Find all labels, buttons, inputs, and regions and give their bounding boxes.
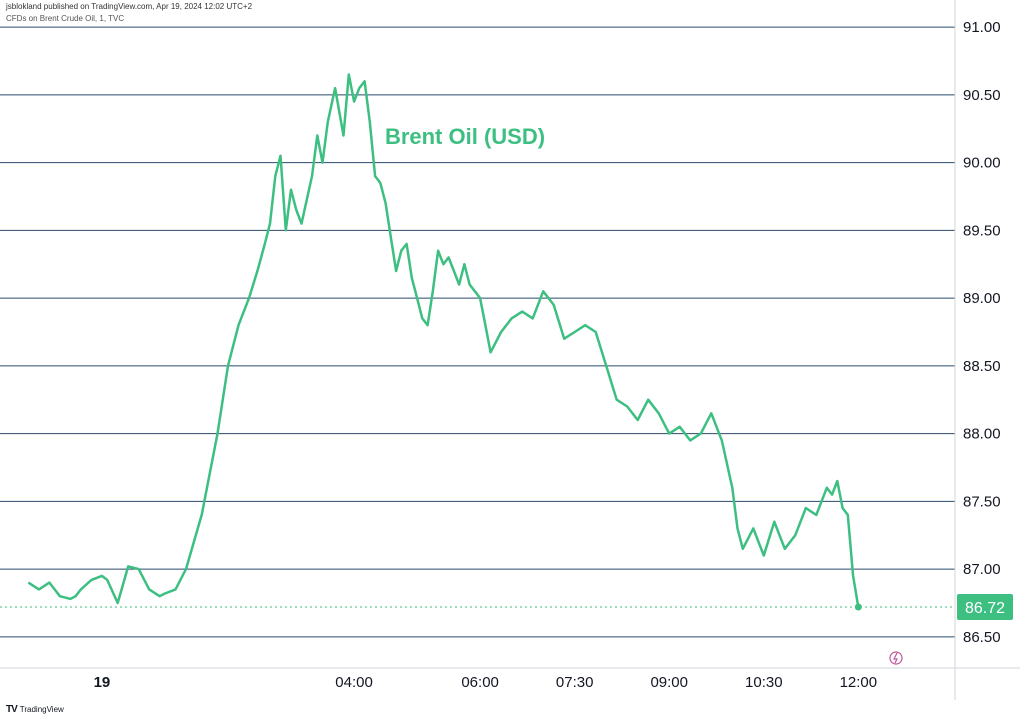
chart-title: Brent Oil (USD) <box>385 124 545 149</box>
last-price-label: 86.72 <box>965 600 1005 617</box>
x-tick-label: 09:00 <box>650 674 688 691</box>
y-tick-label: 90.50 <box>963 87 1001 104</box>
tradingview-logo-icon: TV <box>6 704 18 715</box>
alert-icon[interactable] <box>889 651 903 665</box>
x-tick-label: 10:30 <box>745 674 783 691</box>
y-tick-label: 88.50 <box>963 358 1001 375</box>
footer: TV TradingView <box>6 704 64 715</box>
y-tick-label: 89.50 <box>963 222 1001 239</box>
chart-header: jsblokland published on TradingView.com,… <box>6 2 252 23</box>
x-tick-label: 12:00 <box>840 674 878 691</box>
price-gridlines <box>0 26 955 638</box>
y-tick-label: 86.50 <box>963 629 1001 646</box>
price-axis[interactable]: 91.00 90.50 90.00 89.50 89.00 88.50 88.00 87.50… <box>963 19 1001 646</box>
publisher-line: jsblokland published on TradingView.com,… <box>6 2 253 11</box>
y-tick-label: 87.50 <box>963 493 1001 510</box>
instrument-label[interactable]: CFDs on Brent Crude Oil, 1, TVC <box>6 14 125 23</box>
footer-brand: TradingView <box>19 705 64 714</box>
x-tick-label: 06:00 <box>461 674 499 691</box>
brent-price-series <box>27 73 860 608</box>
last-price-badge: 86.72 <box>957 594 1013 621</box>
y-tick-label: 89.00 <box>963 290 1001 307</box>
x-tick-label: 19 <box>94 674 111 691</box>
last-price-point <box>854 603 862 611</box>
y-tick-label: 91.00 <box>963 19 1001 36</box>
x-tick-label: 04:00 <box>335 674 373 691</box>
y-tick-label: 87.00 <box>963 561 1001 578</box>
y-tick-label: 88.00 <box>963 426 1001 443</box>
time-axis[interactable]: 19 04:00 06:00 07:30 09:00 10:30 12:00 <box>94 674 878 691</box>
y-tick-label: 90.00 <box>963 155 1001 172</box>
x-tick-label: 07:30 <box>556 674 594 691</box>
